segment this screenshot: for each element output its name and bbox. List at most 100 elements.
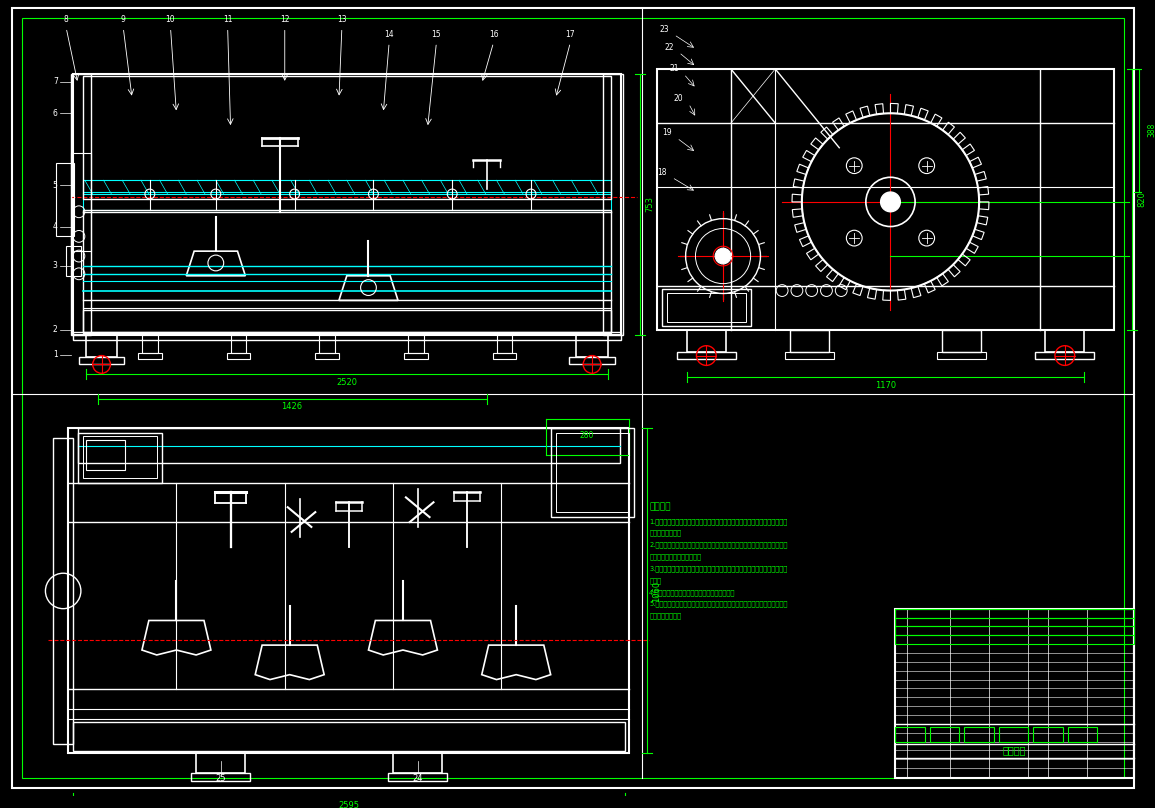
Text: 1426: 1426 bbox=[282, 402, 303, 411]
Bar bbox=[137, 352, 162, 359]
Text: 技术要求: 技术要求 bbox=[649, 503, 671, 511]
Bar bbox=[83, 180, 611, 194]
Text: 钉是、焊日和焊。: 钉是、焊日和焊。 bbox=[649, 612, 681, 619]
Bar bbox=[1035, 351, 1094, 360]
Text: 8: 8 bbox=[64, 15, 68, 24]
Bar bbox=[393, 753, 442, 773]
Text: 820: 820 bbox=[1138, 191, 1146, 208]
Bar bbox=[83, 192, 611, 210]
Text: 4.运装设备中零件不交错的、重、划痕和铁包。: 4.运装设备中零件不交错的、重、划痕和铁包。 bbox=[649, 589, 736, 595]
Bar bbox=[68, 428, 629, 753]
Text: 1170: 1170 bbox=[875, 381, 896, 389]
Bar bbox=[930, 727, 960, 742]
Bar bbox=[73, 332, 620, 340]
Text: 削、油污、与各异物杂安等。: 削、油污、与各异物杂安等。 bbox=[649, 553, 701, 560]
Bar bbox=[937, 351, 986, 360]
Text: 5: 5 bbox=[53, 181, 58, 190]
Bar bbox=[895, 608, 1134, 617]
Text: 24: 24 bbox=[412, 773, 423, 783]
Bar bbox=[1067, 727, 1097, 742]
Text: 13: 13 bbox=[337, 15, 346, 24]
Bar bbox=[404, 352, 427, 359]
Bar bbox=[662, 288, 751, 326]
Text: 4: 4 bbox=[53, 222, 58, 231]
Bar bbox=[83, 76, 611, 199]
Bar bbox=[388, 773, 447, 781]
Bar bbox=[556, 433, 629, 512]
Text: 17: 17 bbox=[566, 30, 575, 39]
Bar bbox=[77, 428, 619, 463]
Bar bbox=[657, 69, 1115, 330]
Text: 388: 388 bbox=[1147, 123, 1155, 137]
Bar bbox=[73, 722, 625, 751]
Text: 3.运装置运转时，组件和主要配合尺寸，布划定公差配合尺寸及相关规格进行: 3.运装置运转时，组件和主要配合尺寸，布划定公差配合尺寸及相关规格进行 bbox=[649, 566, 788, 572]
Bar bbox=[785, 351, 834, 360]
Text: 14: 14 bbox=[385, 30, 394, 39]
Bar bbox=[686, 330, 726, 351]
Text: 10: 10 bbox=[165, 15, 176, 24]
Text: 3: 3 bbox=[53, 262, 58, 271]
Bar bbox=[79, 356, 125, 364]
Bar bbox=[569, 356, 614, 364]
Text: 5.焊钉、焊板和焊日落固时，严禁打磨或使用不合格的货再和扳手，发现后焊: 5.焊钉、焊板和焊日落固时，严禁打磨或使用不合格的货再和扳手，发现后焊 bbox=[649, 601, 788, 608]
Bar bbox=[85, 335, 118, 356]
Text: 20: 20 bbox=[673, 94, 684, 103]
Bar bbox=[315, 352, 338, 359]
Bar bbox=[77, 433, 162, 482]
Bar bbox=[142, 335, 158, 352]
Bar bbox=[85, 440, 125, 469]
Text: 21: 21 bbox=[669, 65, 678, 74]
Text: 2520: 2520 bbox=[336, 377, 357, 387]
Text: 1.投入运营的零件及组件（包括外购件、外协件），均必须有制造单位的合格: 1.投入运营的零件及组件（包括外购件、外协件），均必须有制造单位的合格 bbox=[649, 518, 788, 524]
Bar bbox=[192, 773, 251, 781]
Text: 1: 1 bbox=[53, 350, 58, 359]
Text: 6: 6 bbox=[53, 109, 58, 118]
Bar bbox=[790, 330, 829, 351]
Bar bbox=[964, 727, 994, 742]
Bar bbox=[53, 438, 73, 743]
Bar bbox=[72, 153, 91, 251]
Bar bbox=[83, 310, 611, 332]
Circle shape bbox=[880, 192, 901, 212]
Bar bbox=[895, 608, 1134, 778]
Bar bbox=[73, 74, 620, 335]
Bar bbox=[576, 335, 608, 356]
Text: 2.零件在运装置必须清洗和清洁干件，不得有毛刺、飞边、氧化皮、铁屑、切: 2.零件在运装置必须清洗和清洁干件，不得有毛刺、飞边、氧化皮、铁屑、切 bbox=[649, 541, 788, 549]
Bar bbox=[677, 351, 736, 360]
Bar bbox=[1034, 727, 1063, 742]
Text: 19: 19 bbox=[662, 128, 672, 137]
Bar bbox=[226, 352, 251, 359]
Text: 18: 18 bbox=[657, 168, 666, 177]
Bar bbox=[551, 428, 634, 517]
Text: 23: 23 bbox=[660, 25, 669, 34]
Bar bbox=[57, 162, 74, 237]
Bar bbox=[895, 635, 1134, 644]
Text: 280: 280 bbox=[580, 431, 595, 440]
Bar bbox=[231, 335, 246, 352]
Bar bbox=[895, 617, 1134, 626]
Bar bbox=[319, 335, 335, 352]
Bar bbox=[408, 335, 424, 352]
Bar bbox=[666, 292, 746, 322]
Text: 1060: 1060 bbox=[653, 580, 662, 601]
Bar bbox=[492, 352, 516, 359]
Bar bbox=[1045, 330, 1085, 351]
Circle shape bbox=[715, 248, 731, 264]
Text: 2595: 2595 bbox=[338, 802, 359, 808]
Text: 11: 11 bbox=[223, 15, 232, 24]
Bar bbox=[83, 210, 611, 333]
Text: 2: 2 bbox=[53, 326, 58, 335]
Text: 9: 9 bbox=[121, 15, 126, 24]
Text: 753: 753 bbox=[646, 196, 655, 213]
Bar bbox=[941, 330, 981, 351]
Text: 7: 7 bbox=[53, 78, 58, 86]
Bar bbox=[497, 335, 513, 352]
Bar bbox=[895, 727, 925, 742]
Bar bbox=[66, 246, 81, 276]
Text: 12: 12 bbox=[280, 15, 290, 24]
Bar bbox=[999, 727, 1028, 742]
Text: 15: 15 bbox=[432, 30, 441, 39]
Bar bbox=[72, 74, 91, 335]
Text: 变动。: 变动。 bbox=[649, 577, 661, 583]
Text: 16: 16 bbox=[489, 30, 498, 39]
